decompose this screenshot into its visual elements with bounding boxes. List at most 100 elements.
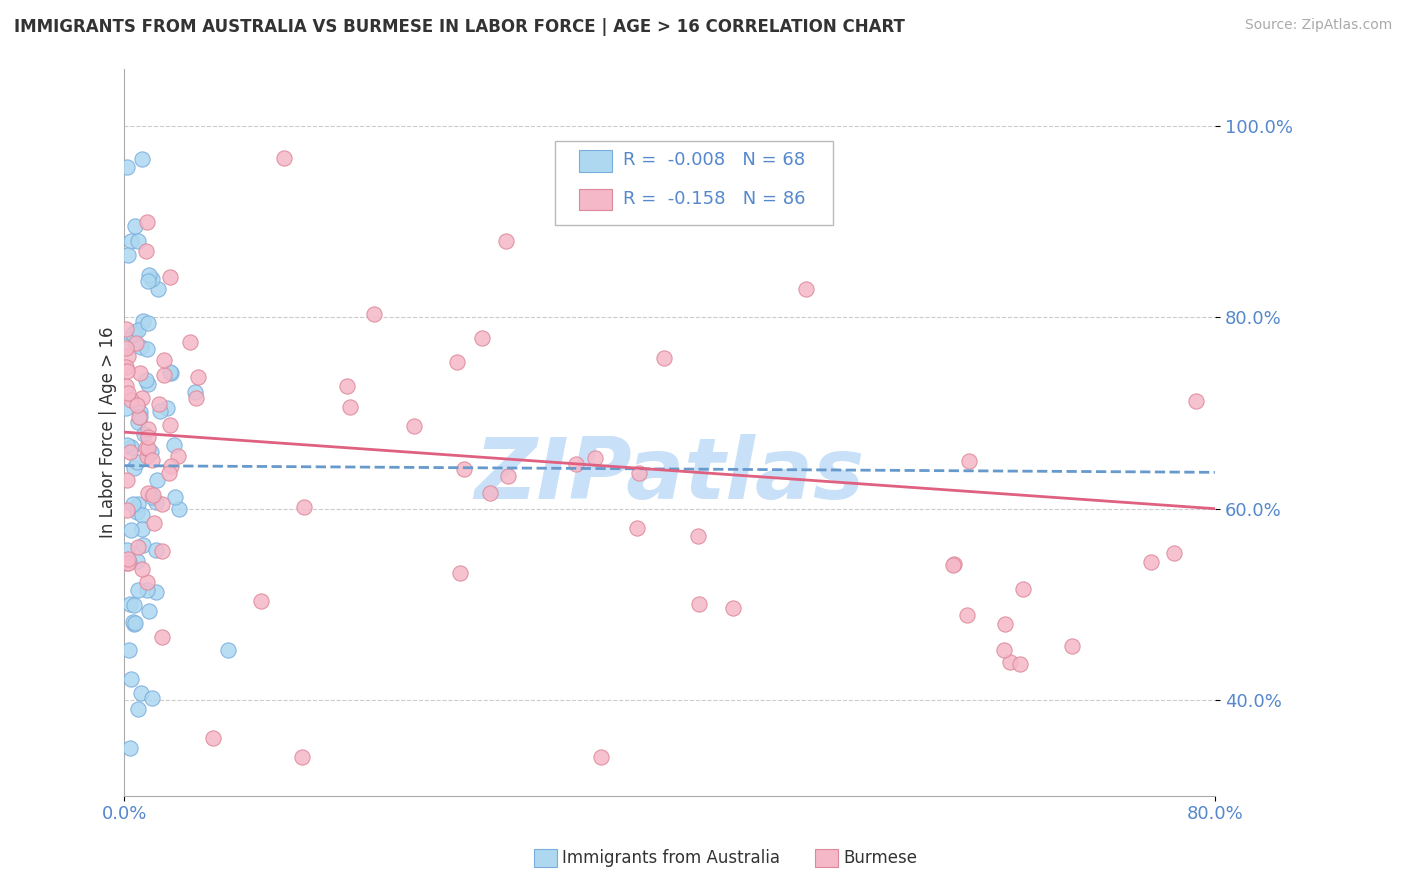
Point bbox=[122, 497, 145, 511]
Point bbox=[115, 401, 138, 416]
Point bbox=[1012, 582, 1035, 596]
Point bbox=[152, 368, 174, 383]
Point bbox=[125, 505, 148, 519]
Point bbox=[959, 454, 981, 468]
Point bbox=[129, 409, 152, 424]
Point bbox=[136, 214, 159, 228]
Point bbox=[153, 352, 176, 367]
Text: IMMIGRANTS FROM AUSTRALIA VS BURMESE IN LABOR FORCE | AGE > 16 CORRELATION CHART: IMMIGRANTS FROM AUSTRALIA VS BURMESE IN … bbox=[14, 18, 905, 36]
Point bbox=[127, 702, 149, 716]
Point bbox=[132, 538, 155, 552]
Point bbox=[495, 234, 517, 248]
Point bbox=[1010, 657, 1032, 672]
Point bbox=[120, 673, 142, 687]
Point bbox=[583, 450, 606, 465]
Point bbox=[136, 442, 159, 456]
Point bbox=[127, 455, 149, 469]
Point bbox=[627, 466, 650, 480]
Point bbox=[201, 731, 224, 746]
Point bbox=[217, 643, 239, 657]
Point bbox=[149, 404, 172, 418]
Point bbox=[127, 415, 149, 429]
Point bbox=[118, 740, 141, 755]
Point bbox=[129, 366, 152, 380]
Text: R =  -0.008   N = 68: R = -0.008 N = 68 bbox=[623, 151, 804, 169]
Point bbox=[993, 642, 1015, 657]
Point bbox=[591, 750, 613, 764]
Point bbox=[114, 321, 136, 335]
Point bbox=[128, 409, 150, 424]
Point bbox=[159, 417, 181, 432]
Point bbox=[146, 473, 169, 487]
Point bbox=[138, 274, 160, 288]
Point bbox=[148, 282, 170, 296]
Point bbox=[120, 524, 142, 538]
Point bbox=[120, 393, 142, 408]
Point bbox=[479, 486, 502, 500]
Point bbox=[127, 583, 149, 598]
Point bbox=[115, 503, 138, 517]
Point bbox=[273, 151, 295, 165]
Y-axis label: In Labor Force | Age > 16: In Labor Force | Age > 16 bbox=[100, 326, 117, 538]
Point bbox=[166, 449, 188, 463]
Point bbox=[157, 466, 180, 480]
Point bbox=[565, 457, 588, 471]
Point bbox=[117, 364, 139, 378]
Point bbox=[131, 508, 153, 522]
Point bbox=[127, 497, 149, 511]
Point bbox=[148, 396, 170, 410]
Point bbox=[156, 401, 179, 415]
Text: Immigrants from Australia: Immigrants from Australia bbox=[562, 849, 780, 867]
Point bbox=[115, 556, 138, 570]
Point bbox=[249, 594, 271, 608]
Point bbox=[336, 379, 359, 393]
Text: R =  -0.158   N = 86: R = -0.158 N = 86 bbox=[623, 190, 806, 208]
Point bbox=[496, 469, 519, 483]
Point bbox=[122, 461, 145, 475]
Point bbox=[114, 339, 136, 353]
Point bbox=[131, 153, 153, 167]
Point bbox=[131, 686, 153, 700]
Point bbox=[122, 615, 145, 630]
Point bbox=[135, 575, 157, 590]
Point bbox=[363, 308, 385, 322]
Point bbox=[159, 365, 181, 379]
Point bbox=[142, 488, 165, 502]
Point bbox=[402, 418, 425, 433]
Point bbox=[124, 325, 146, 339]
Point bbox=[132, 314, 155, 328]
Point bbox=[942, 558, 965, 573]
Point bbox=[117, 349, 139, 363]
Point bbox=[138, 268, 160, 282]
Point bbox=[117, 385, 139, 400]
Point bbox=[145, 495, 167, 509]
Point bbox=[1185, 394, 1208, 409]
Point bbox=[117, 248, 139, 262]
FancyBboxPatch shape bbox=[555, 141, 834, 225]
Point bbox=[184, 391, 207, 405]
Point bbox=[143, 516, 166, 531]
Point bbox=[118, 643, 141, 657]
Point bbox=[131, 522, 153, 536]
Point bbox=[124, 219, 146, 233]
Point bbox=[124, 615, 146, 630]
Point bbox=[626, 521, 648, 535]
Point bbox=[446, 355, 468, 369]
Point bbox=[994, 617, 1017, 632]
Point bbox=[150, 496, 173, 510]
Point bbox=[117, 161, 139, 175]
Point bbox=[136, 449, 159, 463]
Text: Source: ZipAtlas.com: Source: ZipAtlas.com bbox=[1244, 18, 1392, 32]
Point bbox=[1163, 546, 1185, 560]
Point bbox=[187, 370, 209, 384]
Point bbox=[721, 600, 744, 615]
Point bbox=[160, 459, 183, 474]
Point bbox=[159, 366, 181, 380]
Point bbox=[136, 422, 159, 436]
Point bbox=[145, 584, 167, 599]
Point bbox=[115, 438, 138, 452]
Point bbox=[339, 400, 361, 414]
Point bbox=[131, 562, 153, 576]
Point bbox=[136, 583, 159, 598]
Point bbox=[135, 373, 157, 387]
